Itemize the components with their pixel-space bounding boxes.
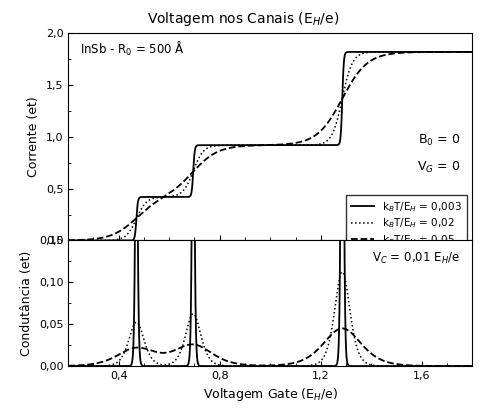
k$_B$T/E$_H$ = 0,003	[408, 50, 414, 54]
Text: Voltagem nos Canais (E$_H$/e): Voltagem nos Canais (E$_H$/e)	[147, 10, 340, 28]
k$_B$T/E$_H$ = 0,02	[315, 142, 321, 147]
k$_B$T/E$_H$ = 0,02	[408, 50, 414, 54]
Line: k$_B$T/E$_H$ = 0,02: k$_B$T/E$_H$ = 0,02	[68, 52, 485, 240]
Text: V$_G$ = 0: V$_G$ = 0	[417, 160, 460, 175]
k$_B$T/E$_H$ = 0,05	[408, 50, 414, 55]
k$_B$T/E$_H$ = 0,05	[225, 146, 230, 151]
k$_B$T/E$_H$ = 0,02	[376, 50, 382, 54]
X-axis label: Voltagem Gate (E$_H$/e): Voltagem Gate (E$_H$/e)	[203, 386, 338, 404]
Text: V$_C$ = 0,01 E$_H$/e: V$_C$ = 0,01 E$_H$/e	[372, 250, 460, 266]
k$_B$T/E$_H$ = 0,003	[65, 238, 71, 243]
k$_B$T/E$_H$ = 0,003	[337, 141, 342, 146]
k$_B$T/E$_H$ = 0,003	[315, 143, 321, 148]
k$_B$T/E$_H$ = 0,02	[225, 143, 230, 148]
Text: B$_0$ = 0: B$_0$ = 0	[418, 133, 460, 148]
k$_B$T/E$_H$ = 0,05	[482, 50, 487, 54]
Y-axis label: Condutância (et): Condutância (et)	[20, 251, 33, 356]
Text: InSb - R$_0$ = 500 Å: InSb - R$_0$ = 500 Å	[80, 40, 185, 57]
k$_B$T/E$_H$ = 0,05	[141, 209, 147, 214]
k$_B$T/E$_H$ = 0,02	[482, 50, 487, 54]
k$_B$T/E$_H$ = 0,003	[376, 50, 382, 54]
k$_B$T/E$_H$ = 0,05	[65, 238, 71, 243]
Line: k$_B$T/E$_H$ = 0,003: k$_B$T/E$_H$ = 0,003	[68, 52, 485, 240]
Line: k$_B$T/E$_H$ = 0,05: k$_B$T/E$_H$ = 0,05	[68, 52, 485, 240]
Legend: k$_B$T/E$_H$ = 0,003, k$_B$T/E$_H$ = 0,02, k$_B$T/E$_H$ = 0,05: k$_B$T/E$_H$ = 0,003, k$_B$T/E$_H$ = 0,0…	[346, 195, 467, 252]
k$_B$T/E$_H$ = 0,02	[337, 109, 342, 114]
k$_B$T/E$_H$ = 0,003	[366, 50, 372, 54]
Y-axis label: Corrente (et): Corrente (et)	[27, 97, 40, 177]
k$_B$T/E$_H$ = 0,05	[376, 54, 382, 59]
k$_B$T/E$_H$ = 0,02	[65, 238, 71, 243]
k$_B$T/E$_H$ = 0,003	[482, 50, 487, 54]
k$_B$T/E$_H$ = 0,05	[315, 131, 321, 136]
k$_B$T/E$_H$ = 0,05	[337, 102, 342, 106]
k$_B$T/E$_H$ = 0,003	[141, 195, 147, 200]
k$_B$T/E$_H$ = 0,003	[225, 143, 230, 148]
k$_B$T/E$_H$ = 0,02	[141, 203, 147, 208]
